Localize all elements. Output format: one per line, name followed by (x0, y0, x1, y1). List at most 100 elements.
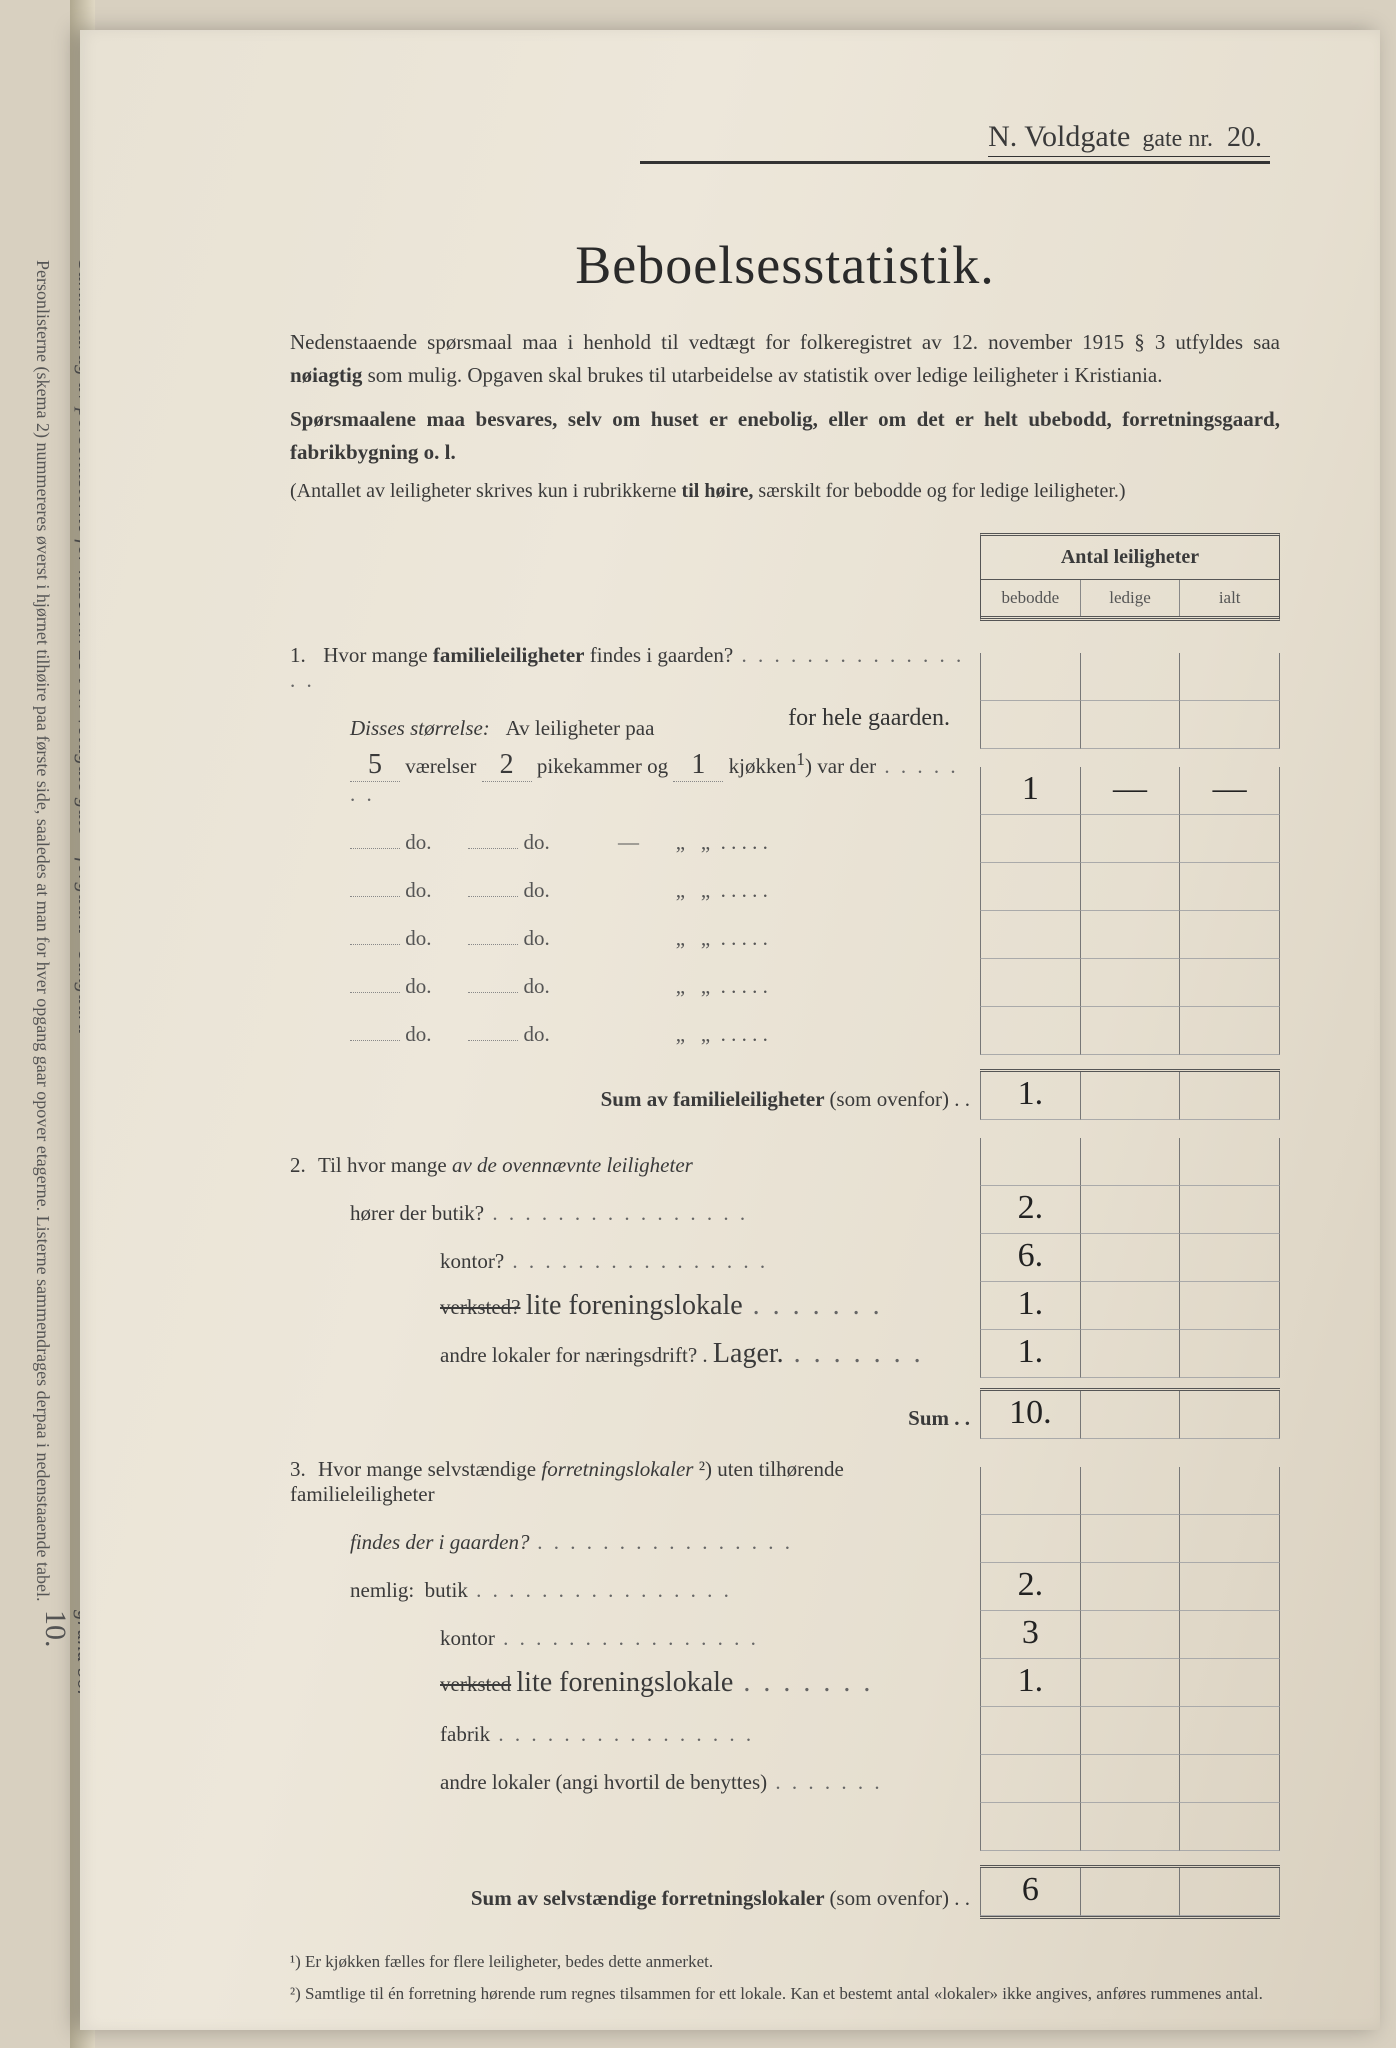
grund-value: 10. (39, 1610, 72, 1648)
col-ialt: ialt (1180, 580, 1279, 616)
q1-kjok: 1 (673, 749, 723, 782)
q3-b: forretningslokaler (541, 1457, 693, 1481)
do2a: do. (405, 878, 431, 902)
intro-p1a: Nedenstaaende spørsmaal maa i henhold ti… (290, 330, 1280, 354)
q1-av: Av leiligheter paa (506, 716, 655, 740)
q3-sum-b: (som ovenfor) . . (829, 1886, 970, 1910)
q1-do-2: do. do. „ „ . . . . . (290, 863, 1280, 911)
q1-b: familieleiligheter (433, 643, 585, 667)
q3-verksted: verksted lite foreningslokale 1. (290, 1659, 1280, 1707)
document-title: Beboelsesstatistik. (260, 234, 1310, 296)
q1-pike-lbl: pikekammer og (537, 754, 668, 778)
q3-a: Hvor mange selvstændige (318, 1457, 541, 1481)
q3-d: findes der i gaarden? (350, 1530, 793, 1554)
q2-kontor: kontor? 6. (290, 1234, 1280, 1282)
q3-num: 3. (290, 1457, 318, 1482)
q3-sum: Sum av selvstændige forretningslokaler (… (290, 1865, 1280, 1919)
q2-andre-lbl: andre lokaler for næringsdrift? (440, 1343, 697, 1367)
q1-sum-val: 1. (980, 1072, 1081, 1120)
q3-butik-lbl: butik (425, 1578, 732, 1602)
document-page: N. Voldgate gate nr. 20. Beboelsesstatis… (80, 30, 1380, 2030)
col-ledige: ledige (1081, 580, 1181, 616)
do2b: do. (524, 878, 550, 902)
q1-cell-ledige: — (1081, 767, 1181, 815)
q3-row: 3.Hvor mange selvstændige forretningslok… (290, 1457, 1280, 1515)
q3-andre-lbl: andre lokaler (angi hvortil de benyttes) (440, 1770, 883, 1794)
q2-sum: Sum . . 10. (290, 1388, 1280, 1439)
q3-verksted-hand: lite foreningslokale (516, 1667, 873, 1698)
intro-p3a: (Antallet av leiligheter skrives kun i r… (290, 480, 682, 502)
q3-fabrik-lbl: fabrik (440, 1722, 754, 1746)
q1-kjok-lbl: kjøkken (729, 754, 797, 778)
q1-row: 1. Hvor mange familieleiligheter findes … (290, 643, 1280, 701)
q3-kontor: kontor 3 (290, 1611, 1280, 1659)
q1-sum: Sum av familieleiligheter (som ovenfor) … (290, 1069, 1280, 1120)
q2-kontor-lbl: kontor? (440, 1249, 768, 1273)
q1-vaerelser: 5 (350, 749, 400, 782)
q1-sum-b: (som ovenfor) . . (829, 1087, 970, 1111)
intro-p1c: som mulig. Opgaven skal brukes til utarb… (362, 363, 1162, 387)
q1-disses: Disses størrelse: Av leiligheter paa for… (290, 701, 1280, 749)
intro-p1: Nedenstaaende spørsmaal maa i henhold ti… (290, 326, 1280, 391)
do1b: do. (524, 830, 550, 854)
intro-p2b: Spørsmaalene maa besvares, selv om huset… (290, 407, 1280, 464)
footnote-2: ²) Samtlige til én forretning hørende ru… (290, 1981, 1280, 2007)
q1-detail-1: 5 værelser 2 pikekammer og 1 kjøkken1) v… (290, 749, 1280, 815)
intro-p3c: særskilt for bebodde og for ledige leili… (753, 480, 1125, 502)
q2-butik-val: 2. (980, 1186, 1081, 1234)
intro-p3b: til høire, (682, 480, 754, 502)
header-street-handwritten: N. Voldgate (988, 120, 1136, 153)
q1-annotation: for hele gaarden. (788, 705, 950, 732)
q2-butik: hører der butik? 2. (290, 1186, 1280, 1234)
q3-kontor-val: 3 (980, 1611, 1081, 1659)
header-gate-nr: 20. (1219, 122, 1270, 153)
header-gate-label: gate nr. (1142, 126, 1213, 152)
q2-sum-val: 10. (980, 1391, 1081, 1439)
q1-do-5: do. do. „ „ . . . . . (290, 1007, 1280, 1055)
header-gate-line: N. Voldgate gate nr. 20. (988, 120, 1270, 157)
do4b: do. (524, 974, 550, 998)
q2-andre-val: 1. (980, 1330, 1081, 1378)
q3-butik-val: 2. (980, 1563, 1081, 1611)
q3-sum-a: Sum av selvstændige forretningslokaler (471, 1886, 830, 1910)
footnote-1: ¹) Er kjøkken fælles for flere leilighet… (290, 1949, 1280, 1975)
q3-row2: findes der i gaarden? (290, 1515, 1280, 1563)
q1-num: 1. (290, 643, 318, 668)
col-bebodde: bebodde (981, 580, 1081, 616)
q1-a: Hvor mange (323, 643, 433, 667)
do4a: do. (405, 974, 431, 998)
q1-pike: 2 (482, 749, 532, 782)
table-header: Antal leiligheter bebodde ledige ialt (980, 533, 1280, 621)
q1-sum-a: Sum av familieleiligheter (601, 1087, 830, 1111)
header-rule (640, 161, 1270, 164)
q1-disses-lbl: Disses størrelse: (350, 716, 490, 740)
q3-andre: andre lokaler (angi hvortil de benyttes) (290, 1755, 1280, 1803)
q2-verksted-val: 1. (980, 1282, 1081, 1330)
table-header-title: Antal leiligheter (980, 533, 1280, 579)
do1a: do. (405, 830, 431, 854)
q3-blank (290, 1803, 1280, 1851)
q1-cell-bebodde: 1 (980, 767, 1081, 815)
q1-vaer-lbl: værelser (405, 754, 476, 778)
q2-verksted-strike: verksted? (440, 1295, 520, 1319)
intro-p2: Spørsmaalene maa besvares, selv om huset… (290, 403, 1280, 468)
q2-andre-hand: Lager. (713, 1338, 924, 1369)
q2-row: 2.Til hvor mange av de ovennævnte leilig… (290, 1138, 1280, 1186)
q3-verksted-val: 1. (980, 1659, 1081, 1707)
do5a: do. (405, 1022, 431, 1046)
do3b: do. (524, 926, 550, 950)
footnotes: ¹) Er kjøkken fælles for flere leilighet… (290, 1949, 1280, 2006)
q3-butik: nemlig: butik 2. (290, 1563, 1280, 1611)
q2-text: Til hvor mange av de ovennævnte leilighe… (318, 1153, 693, 1177)
q3-sum-val: 6 (980, 1868, 1081, 1916)
q3-nemlig: nemlig: (350, 1578, 414, 1602)
q3-fabrik: fabrik (290, 1707, 1280, 1755)
q2-verksted: verksted? lite foreningslokale 1. (290, 1282, 1280, 1330)
do5b: do. (524, 1022, 550, 1046)
intro-p1b: nøiagtig (290, 363, 362, 387)
q3-verksted-strike: verksted (440, 1672, 511, 1696)
form-area: Antal leiligheter bebodde ledige ialt 1.… (260, 533, 1310, 1919)
side-line2: Personlisterne (skema 2) nummereres øver… (22, 260, 62, 1660)
q2-kontor-val: 6. (980, 1234, 1081, 1282)
q3-kontor-lbl: kontor (440, 1626, 759, 1650)
